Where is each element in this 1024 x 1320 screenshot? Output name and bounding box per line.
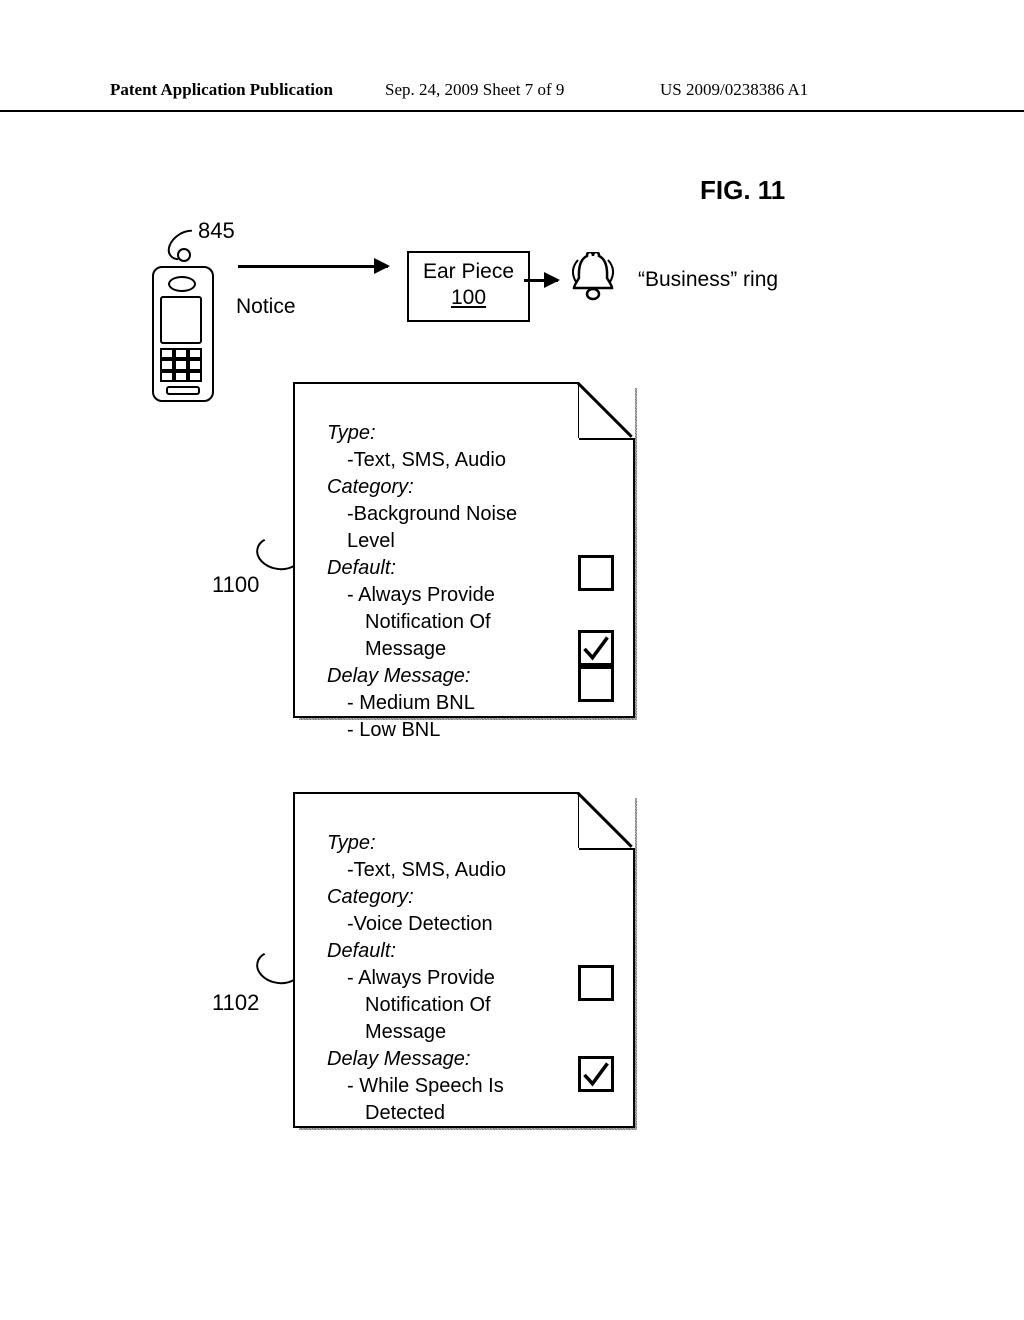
c1-checkbox-medium[interactable]: [578, 630, 614, 666]
c2-type-label: Type:: [327, 832, 376, 854]
figure-label: FIG. 11: [700, 175, 785, 206]
c1-category-value: -Background Noise Level: [327, 501, 567, 555]
earpiece-num: 100: [423, 285, 514, 311]
header-mid: Sep. 24, 2009 Sheet 7 of 9: [385, 80, 564, 100]
c2-default-l1: - Always Provide: [327, 965, 567, 992]
c2-category-label: Category:: [327, 886, 414, 908]
c1-delay-v2: - Low BNL: [327, 717, 567, 744]
c1-default-l1: - Always Provide: [327, 582, 567, 609]
c1-type-label: Type:: [327, 422, 376, 444]
phone-ref-num: 845: [198, 218, 235, 244]
card-1100-ref: 1100: [212, 572, 259, 598]
page: Patent Application Publication Sep. 24, …: [0, 0, 1024, 1320]
c1-delay-v1: - Medium BNL: [327, 690, 567, 717]
c1-default-label: Default:: [327, 557, 396, 579]
earpiece-box: Ear Piece 100: [407, 251, 530, 322]
card-1100-content: Type: -Text, SMS, Audio Category: -Backg…: [327, 420, 567, 744]
card-1102-content: Type: -Text, SMS, Audio Category: -Voice…: [327, 830, 567, 1127]
card-1102-ref: 1102: [212, 990, 259, 1016]
c1-checkbox-low[interactable]: [578, 666, 614, 702]
c2-delay-label: Delay Message:: [327, 1048, 470, 1070]
page-header: Patent Application Publication Sep. 24, …: [0, 80, 1024, 112]
c2-checkbox-default[interactable]: [578, 965, 614, 1001]
header-left: Patent Application Publication: [110, 80, 333, 100]
c1-type-value: -Text, SMS, Audio: [327, 447, 567, 474]
header-right: US 2009/0238386 A1: [660, 80, 808, 100]
arrow-earpiece-to-bell: [524, 279, 558, 282]
c2-default-label: Default:: [327, 940, 396, 962]
c2-delay-v1-l2: Detected: [327, 1100, 567, 1127]
earpiece-title: Ear Piece: [423, 259, 514, 285]
notice-label: Notice: [236, 295, 296, 319]
c1-default-l2: Notification Of Message: [327, 609, 567, 663]
c2-delay-v1-l1: - While Speech Is: [327, 1073, 567, 1100]
c2-category-value: -Voice Detection: [327, 911, 567, 938]
c1-checkbox-default[interactable]: [578, 555, 614, 591]
c2-checkbox-speech[interactable]: [578, 1056, 614, 1092]
c2-type-value: -Text, SMS, Audio: [327, 857, 567, 884]
c1-delay-label: Delay Message:: [327, 665, 470, 687]
bell-icon: [572, 252, 614, 302]
arrow-phone-to-earpiece: [238, 265, 388, 268]
c1-category-label: Category:: [327, 476, 414, 498]
phone-icon: [152, 248, 210, 398]
c2-default-l2: Notification Of Message: [327, 992, 567, 1046]
ring-label: “Business” ring: [638, 268, 778, 292]
